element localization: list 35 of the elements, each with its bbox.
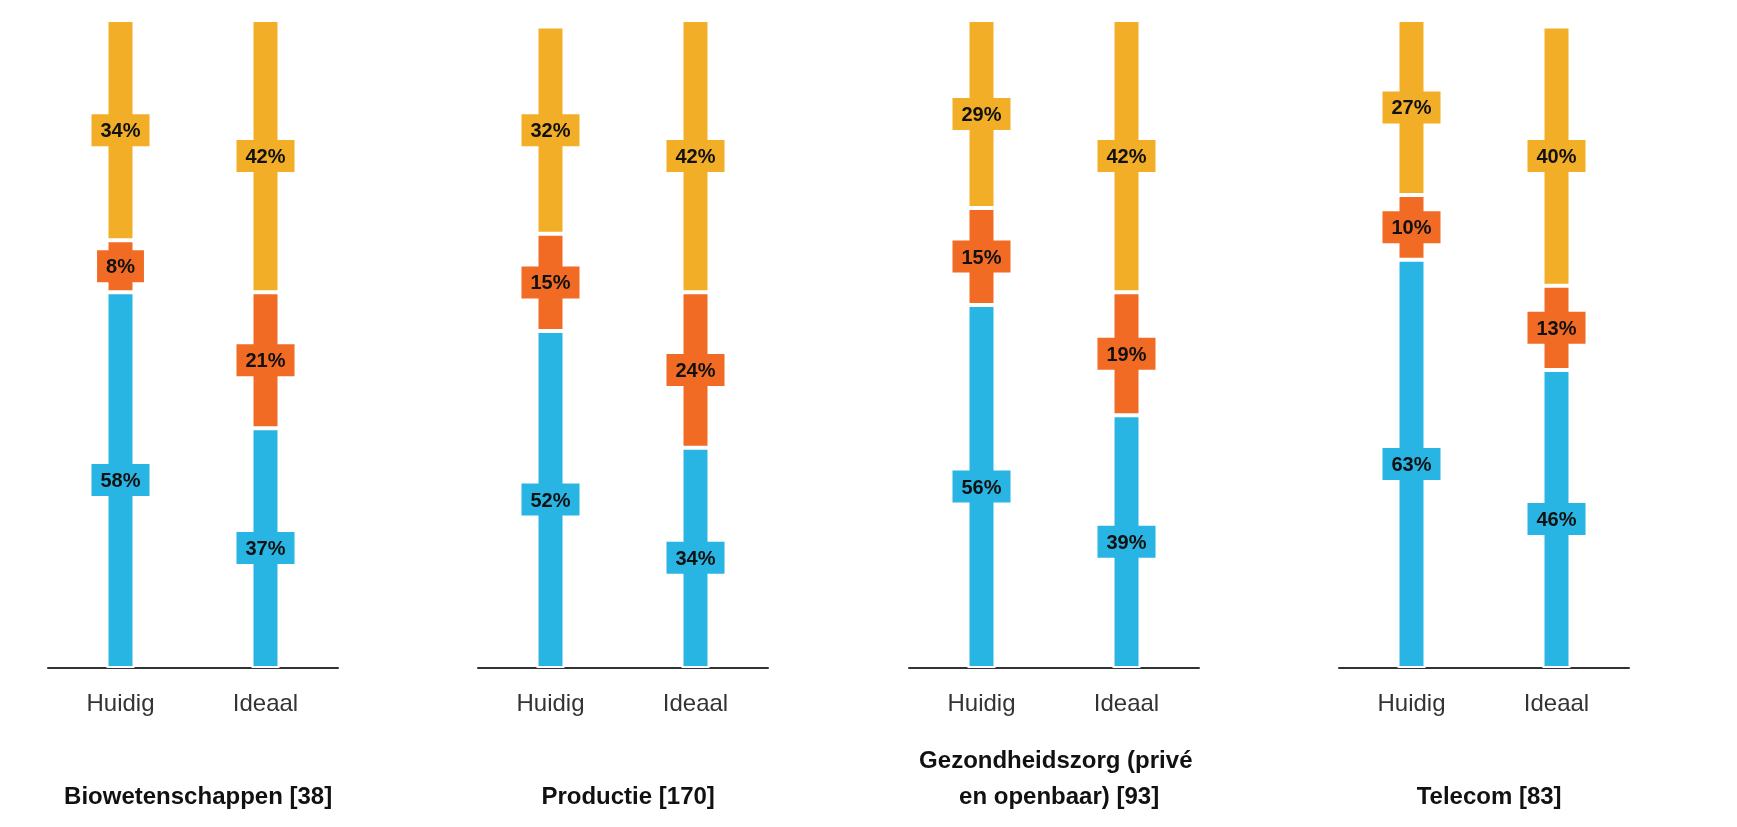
data-label: 56% bbox=[960, 475, 1002, 498]
data-label: 34% bbox=[675, 546, 716, 569]
x-tick-label: Huidig bbox=[516, 688, 585, 716]
text: Productie [170] bbox=[541, 781, 716, 809]
data-label: 52% bbox=[530, 488, 571, 511]
data-label: 40% bbox=[1536, 145, 1577, 168]
data-label: 29% bbox=[960, 102, 1002, 125]
text: Telecom [83] bbox=[1416, 781, 1562, 809]
data-label: 46% bbox=[1536, 507, 1577, 530]
data-label: 32% bbox=[530, 119, 571, 142]
text: Gezondheidszorg (privé en openbaar) [93] bbox=[918, 745, 1199, 809]
data-label: 15% bbox=[960, 245, 1002, 268]
data-label: 37% bbox=[245, 537, 286, 560]
data-label: 19% bbox=[1105, 342, 1147, 365]
data-label: 39% bbox=[1105, 530, 1147, 553]
text: Biowetenschappen [38] bbox=[64, 781, 333, 809]
data-label: 24% bbox=[675, 358, 716, 381]
data-label: 42% bbox=[245, 145, 286, 168]
data-label: 42% bbox=[1105, 145, 1147, 168]
x-tick-label: Ideaal bbox=[663, 688, 729, 716]
x-tick-label: Huidig bbox=[946, 688, 1016, 716]
data-label: 21% bbox=[245, 349, 286, 372]
data-label: 15% bbox=[530, 271, 571, 294]
x-tick-label: Ideaal bbox=[1523, 688, 1589, 716]
data-label: 58% bbox=[100, 469, 141, 492]
data-label: 42% bbox=[675, 145, 716, 168]
data-label: 63% bbox=[1391, 452, 1432, 475]
data-label: 27% bbox=[1391, 96, 1432, 119]
x-tick-label: Ideaal bbox=[232, 688, 299, 716]
data-label: 34% bbox=[100, 119, 141, 142]
x-tick-label: Huidig bbox=[1377, 688, 1446, 716]
data-label: 10% bbox=[1391, 216, 1432, 239]
data-label: 13% bbox=[1536, 316, 1577, 339]
x-tick-label: Huidig bbox=[86, 688, 155, 716]
x-tick-label: Ideaal bbox=[1093, 688, 1159, 716]
